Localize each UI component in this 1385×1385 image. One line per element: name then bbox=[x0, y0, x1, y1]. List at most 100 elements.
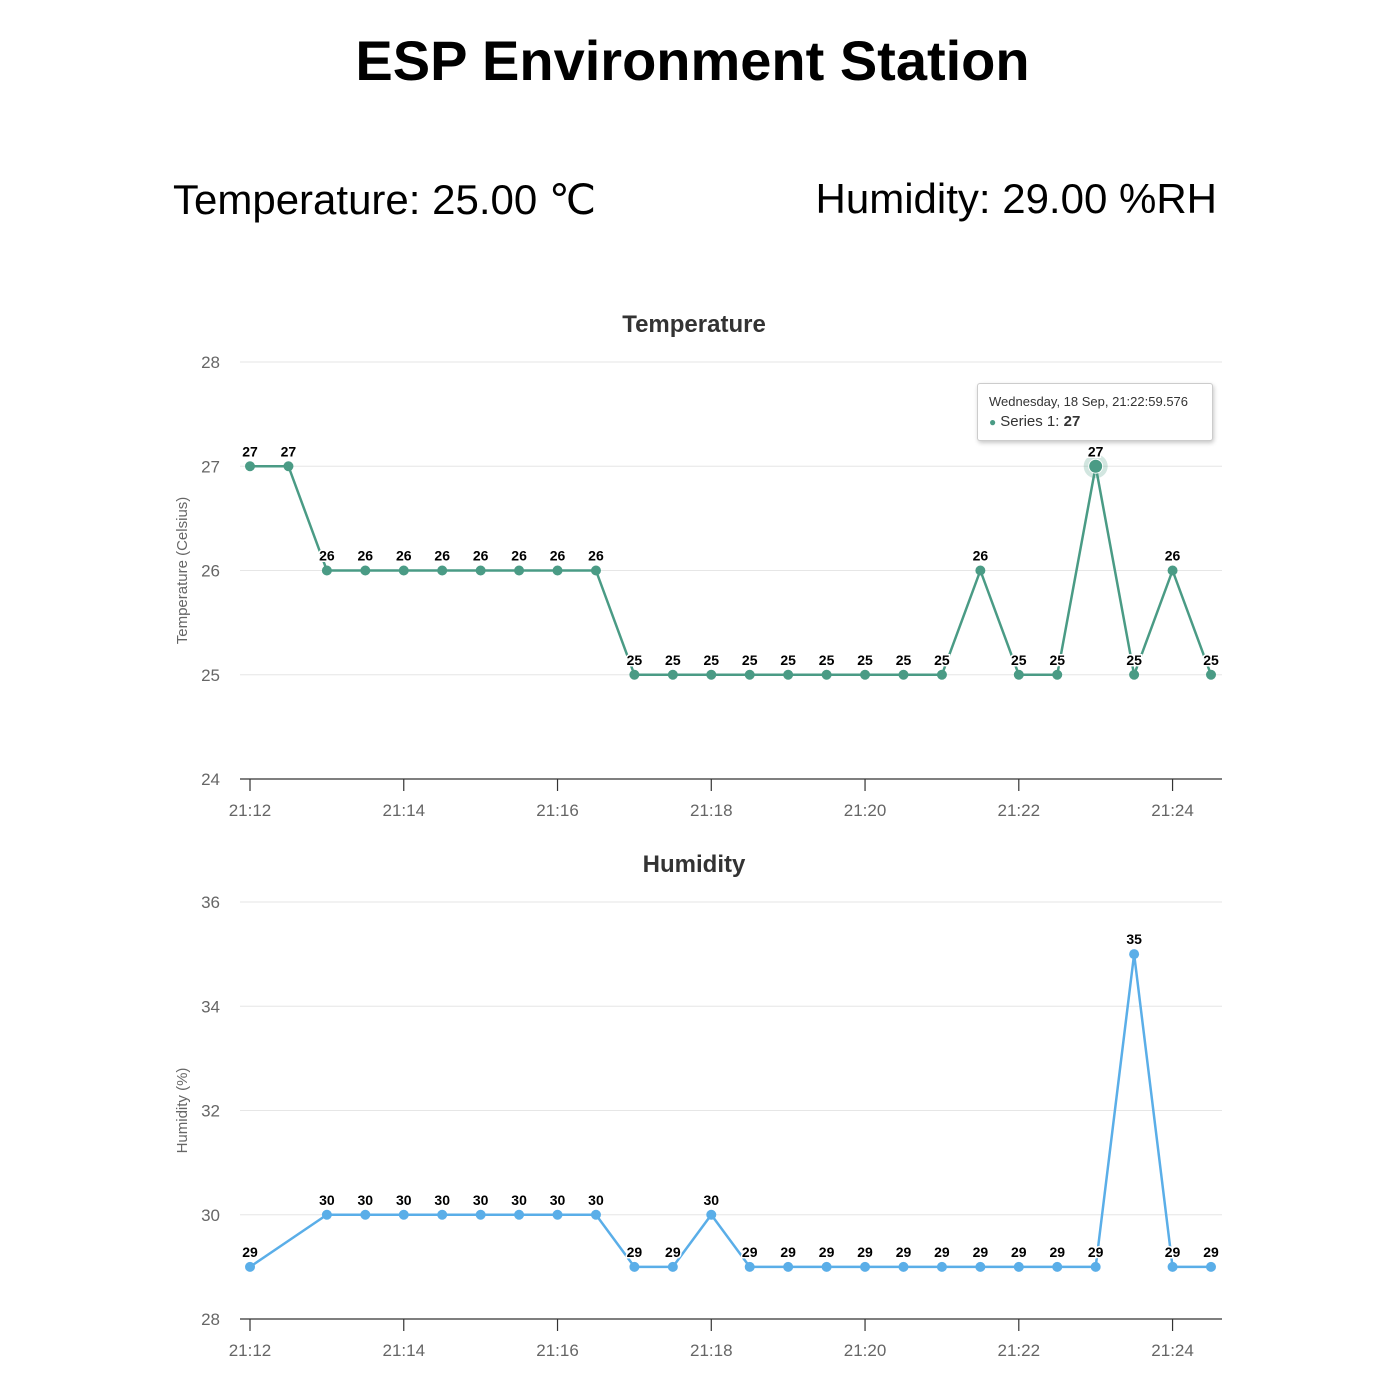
data-point bbox=[437, 565, 448, 576]
data-label: 29 bbox=[934, 1244, 950, 1260]
data-point bbox=[860, 1261, 871, 1272]
data-label: 26 bbox=[973, 548, 989, 564]
y-axis-label: Humidity (%) bbox=[174, 1068, 191, 1154]
data-label: 25 bbox=[819, 652, 835, 668]
chart-title: Temperature bbox=[622, 311, 766, 338]
data-point bbox=[1167, 565, 1178, 576]
data-point bbox=[1013, 669, 1024, 680]
chart-title: Humidity bbox=[643, 851, 746, 878]
data-point bbox=[706, 669, 717, 680]
data-label: 27 bbox=[1088, 443, 1104, 459]
data-label: 25 bbox=[780, 652, 796, 668]
tooltip-header: Wednesday, 18 Sep, 21:22:59.576 bbox=[989, 394, 1189, 409]
data-label: 27 bbox=[281, 443, 297, 459]
x-tick-label: 21:16 bbox=[536, 801, 579, 820]
data-label: 26 bbox=[1165, 548, 1181, 564]
data-point bbox=[283, 461, 294, 472]
x-tick-label: 21:12 bbox=[229, 801, 272, 820]
data-point bbox=[590, 1209, 601, 1220]
data-label: 30 bbox=[703, 1192, 719, 1208]
data-label: 25 bbox=[1011, 652, 1027, 668]
humidity-chart[interactable]: Humidity Humidity (%) 28 30 32 34 36 21:12 21:14… bbox=[0, 840, 1385, 1370]
series-line bbox=[250, 465, 1213, 676]
temperature-reading: Temperature: 25.00 ℃ bbox=[173, 176, 597, 223]
data-point bbox=[514, 1209, 525, 1220]
data-label: 25 bbox=[1203, 652, 1219, 668]
data-point bbox=[475, 565, 486, 576]
data-label: 29 bbox=[819, 1244, 835, 1260]
data-point bbox=[667, 1261, 678, 1272]
data-label: 25 bbox=[1049, 652, 1065, 668]
data-point bbox=[898, 669, 909, 680]
data-label: 29 bbox=[780, 1244, 796, 1260]
y-axis-label: Temperature (Celsius) bbox=[174, 497, 191, 645]
data-label: 29 bbox=[973, 1244, 989, 1260]
data-label: 29 bbox=[857, 1244, 873, 1260]
data-point bbox=[514, 565, 525, 576]
data-label: 25 bbox=[1126, 652, 1142, 668]
data-label: 29 bbox=[1165, 1244, 1181, 1260]
data-point bbox=[1090, 1261, 1101, 1272]
tooltip-row: ● Series 1: 27 bbox=[989, 413, 1212, 430]
data-point bbox=[860, 669, 871, 680]
data-point bbox=[245, 1261, 255, 1272]
data-label: 30 bbox=[473, 1192, 489, 1208]
data-label: 30 bbox=[550, 1192, 566, 1208]
data-label: 26 bbox=[550, 548, 566, 564]
x-tick-label: 21:22 bbox=[998, 1341, 1041, 1360]
x-tick-label: 21:20 bbox=[844, 801, 887, 820]
y-tick-label: 32 bbox=[201, 1102, 220, 1121]
x-tick-label: 21:20 bbox=[844, 1341, 887, 1360]
data-label: 30 bbox=[358, 1192, 374, 1208]
chart-tooltip: Wednesday, 18 Sep, 21:22:59.576 ● Series … bbox=[977, 383, 1213, 441]
data-label: 29 bbox=[896, 1244, 912, 1260]
data-point bbox=[821, 669, 832, 680]
x-tick-label: 21:12 bbox=[229, 1341, 272, 1360]
x-tick-label: 21:24 bbox=[1151, 801, 1194, 820]
data-label: 26 bbox=[511, 548, 527, 564]
data-label: 26 bbox=[434, 548, 450, 564]
data-point bbox=[975, 1261, 986, 1272]
x-tick-label: 21:18 bbox=[690, 1341, 733, 1360]
x-tick-label: 21:24 bbox=[1151, 1341, 1194, 1360]
y-tick-label: 36 bbox=[201, 893, 220, 912]
page-title: ESP Environment Station bbox=[355, 29, 1030, 92]
data-point bbox=[360, 1209, 371, 1220]
data-label: 25 bbox=[703, 652, 719, 668]
data-point bbox=[1206, 1261, 1216, 1272]
tooltip-value: 27 bbox=[1063, 413, 1081, 430]
data-point bbox=[321, 1209, 332, 1220]
x-tick-label: 21:18 bbox=[690, 801, 733, 820]
data-point bbox=[1129, 669, 1140, 680]
data-label: 35 bbox=[1126, 931, 1142, 947]
y-tick-label: 30 bbox=[201, 1206, 220, 1225]
y-tick-label: 28 bbox=[201, 1310, 220, 1329]
data-point bbox=[667, 669, 678, 680]
data-point bbox=[975, 565, 986, 576]
data-point bbox=[1013, 1261, 1024, 1272]
data-point bbox=[475, 1209, 486, 1220]
data-label: 26 bbox=[319, 548, 335, 564]
data-point bbox=[1052, 669, 1063, 680]
data-point bbox=[590, 565, 601, 576]
tooltip-series-label: Series 1: bbox=[1000, 413, 1064, 430]
data-label: 29 bbox=[1049, 1244, 1065, 1260]
data-point bbox=[245, 461, 255, 472]
data-label: 30 bbox=[588, 1192, 604, 1208]
data-label: 25 bbox=[665, 652, 681, 668]
data-point bbox=[706, 1209, 717, 1220]
data-label: 26 bbox=[396, 548, 412, 564]
data-label: 29 bbox=[665, 1244, 681, 1260]
data-point bbox=[821, 1261, 832, 1272]
data-label: 30 bbox=[511, 1192, 527, 1208]
data-point bbox=[936, 669, 947, 680]
data-label: 29 bbox=[1088, 1244, 1104, 1260]
data-point bbox=[629, 1261, 640, 1272]
x-tick-label: 21:14 bbox=[382, 801, 425, 820]
y-tick-label: 26 bbox=[201, 562, 220, 581]
data-point bbox=[1088, 458, 1104, 474]
data-label: 30 bbox=[396, 1192, 412, 1208]
data-point bbox=[552, 565, 563, 576]
temperature-chart[interactable]: Temperature Temperature (Celsius) 24 25 26 27… bbox=[0, 300, 1385, 830]
y-tick-label: 25 bbox=[201, 666, 220, 685]
